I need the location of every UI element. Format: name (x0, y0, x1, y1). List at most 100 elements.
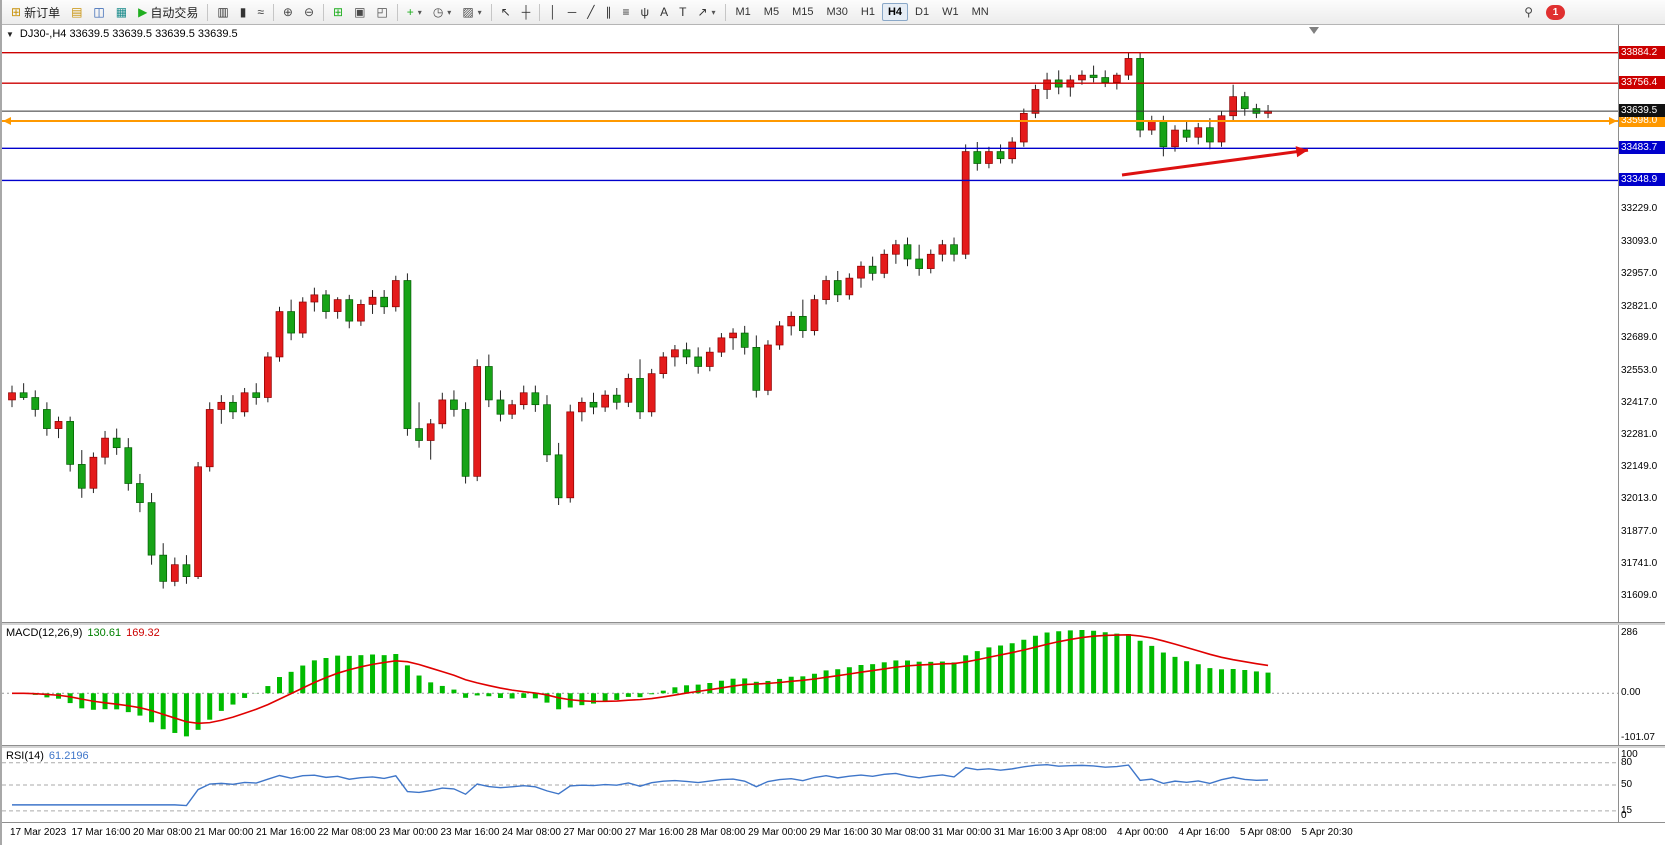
price-tick-label: 32957.0 (1621, 268, 1658, 280)
template-icon: ▨ (462, 5, 474, 19)
time-label: 4 Apr 16:00 (1178, 827, 1230, 838)
period-button[interactable]: ◷ ▾ (428, 2, 457, 22)
indicators-button[interactable]: + ▾ (402, 2, 427, 22)
price-axis[interactable]: 33229.0 33093.0 32957.0 32821.0 32689.0 32553… (1618, 25, 1665, 622)
text-tool-button[interactable]: A (655, 2, 673, 22)
price-tick-label: 32417.0 (1621, 397, 1658, 409)
bar-chart-button[interactable]: ▥ (212, 2, 233, 22)
terminal-icon: ▦ (115, 5, 128, 19)
indicators-icon: + (406, 5, 414, 19)
toolbar-separator (724, 3, 726, 21)
zoom-in-button[interactable]: ⊕ (278, 2, 298, 22)
macd-pane: MACD(12,26,9) 130.61 169.32 286 0.00 -101.… (2, 625, 1665, 745)
channel-button[interactable]: ∥ (601, 2, 617, 22)
chevron-down-icon: ▾ (711, 7, 716, 17)
time-label: 28 Mar 08:00 (686, 827, 746, 838)
search-button[interactable]: ⚲ (1519, 2, 1538, 22)
toolbar-separator (207, 3, 209, 21)
autotrading-label: 自动交易 (150, 5, 199, 20)
new-order-button[interactable]: ⊞ 新订单 (6, 2, 65, 22)
cascade-windows-button[interactable]: ▣ (349, 2, 370, 22)
price-level-chip: 33639.5 (1619, 104, 1665, 118)
time-label: 17 Mar 16:00 (71, 827, 131, 838)
time-label: 21 Mar 00:00 (194, 827, 254, 838)
cursor-icon: ↖ (500, 5, 511, 19)
andrews-pitchfork-button[interactable]: ψ (636, 2, 655, 22)
toolbar-separator (272, 3, 274, 21)
navigator-icon: ◫ (93, 5, 105, 19)
trendline-button[interactable]: ╱ (582, 2, 599, 22)
toolbar-separator (490, 3, 492, 21)
template-button[interactable]: ▨ ▾ (457, 2, 486, 22)
cursor-button[interactable]: ↖ (496, 2, 516, 22)
horizontal-line-button[interactable]: ─ (563, 2, 582, 22)
macd-scale-min: -101.07 (1621, 732, 1655, 743)
rsi-chart[interactable]: RSI(14) 61.2196 (2, 748, 1618, 822)
chevron-down-icon: ▾ (477, 7, 482, 17)
chart-shift-marker[interactable] (1309, 27, 1319, 34)
fibonacci-button[interactable]: ≡ (618, 2, 635, 22)
price-level-chip: 33348.9 (1619, 173, 1665, 187)
timeframe-w1-button[interactable]: W1 (936, 3, 965, 21)
price-tick-label: 31609.0 (1621, 589, 1658, 601)
time-label: 17 Mar 2023 (10, 827, 67, 838)
price-canvas[interactable] (2, 25, 1618, 622)
rsi-axis[interactable]: 100 80 50 15 0 (1618, 748, 1665, 822)
candlestick-button[interactable]: ▮ (235, 2, 252, 22)
time-axis[interactable]: 17 Mar 2023 17 Mar 16:00 20 Mar 08:00 21 Ma… (2, 822, 1665, 845)
macd-canvas[interactable] (2, 625, 1618, 745)
autotrading-button[interactable]: ▶ 自动交易 (133, 2, 203, 22)
candlestick-icon: ▮ (239, 5, 247, 19)
pane-separator[interactable] (2, 745, 1665, 748)
new-order-icon: ⊞ (11, 5, 22, 19)
text-label-icon: T (679, 5, 687, 19)
price-tick-label: 32281.0 (1621, 429, 1658, 441)
horizontal-line-icon: ─ (567, 5, 577, 19)
horizontal-levels[interactable] (2, 51, 1618, 182)
time-label: 24 Mar 08:00 (502, 827, 561, 838)
chevron-down-icon: ▾ (417, 7, 422, 17)
tile-windows-icon: ⊞ (333, 5, 344, 19)
market-watch-icon: ▤ (71, 5, 83, 19)
timeframe-m15-button[interactable]: M15 (786, 3, 819, 21)
timeframe-h1-button[interactable]: H1 (855, 3, 881, 21)
timeframe-h4-button[interactable]: H4 (881, 3, 909, 21)
pane-separator[interactable] (2, 622, 1665, 625)
rsi-scale-label: 100 (1621, 749, 1638, 760)
price-chart[interactable]: ▼ DJ30-,H4 33639.5 33639.5 33639.5 33639… (2, 25, 1618, 622)
rsi-scale-label: 0 (1621, 810, 1627, 821)
arrows-tool-button[interactable]: ↗ ▾ (692, 2, 720, 22)
macd-axis[interactable]: 286 0.00 -101.07 (1618, 625, 1665, 745)
zoom-out-icon: ⊖ (303, 5, 315, 19)
rsi-label: RSI(14) 61.2196 (6, 750, 89, 762)
timeframe-m5-button[interactable]: M5 (758, 3, 785, 21)
line-chart-icon: ≈ (257, 5, 264, 19)
macd-chart[interactable]: MACD(12,26,9) 130.61 169.32 (2, 625, 1618, 745)
tile-windows-button[interactable]: ⊞ (328, 2, 348, 22)
notification-badge[interactable]: 1 (1546, 4, 1565, 20)
crosshair-button[interactable]: ┼ (517, 2, 536, 22)
rsi-scale-label: 50 (1621, 779, 1633, 790)
timeframe-mn-button[interactable]: MN (966, 3, 995, 21)
trend-arrow[interactable] (1121, 146, 1309, 177)
vertical-line-button[interactable]: │ (544, 2, 562, 22)
macd-scale-max: 286 (1621, 627, 1638, 638)
zoom-out-button[interactable]: ⊖ (299, 2, 319, 22)
arrange-windows-button[interactable]: ◰ (371, 2, 392, 22)
timeframe-m30-button[interactable]: M30 (820, 3, 853, 21)
price-tick-label: 31741.0 (1621, 558, 1658, 570)
market-watch-button[interactable]: ▤ (66, 2, 87, 22)
terminal-button[interactable]: ▦ (111, 2, 132, 22)
one-click-trading-collapse-icon[interactable]: ▼ (6, 29, 14, 39)
macd-scale-zero: 0.00 (1621, 687, 1641, 699)
line-chart-button[interactable]: ≈ (252, 2, 269, 22)
navigator-button[interactable]: ◫ (88, 2, 109, 22)
timeframe-m1-button[interactable]: M1 (730, 3, 757, 21)
macd-signal-value: 169.32 (126, 627, 160, 639)
trendline-icon: ╱ (587, 5, 595, 19)
text-label-button[interactable]: T (674, 2, 691, 22)
rsi-canvas[interactable] (2, 748, 1618, 822)
autotrading-icon: ▶ (138, 5, 148, 19)
timeframe-d1-button[interactable]: D1 (909, 3, 935, 21)
rsi-value: 61.2196 (48, 750, 89, 762)
